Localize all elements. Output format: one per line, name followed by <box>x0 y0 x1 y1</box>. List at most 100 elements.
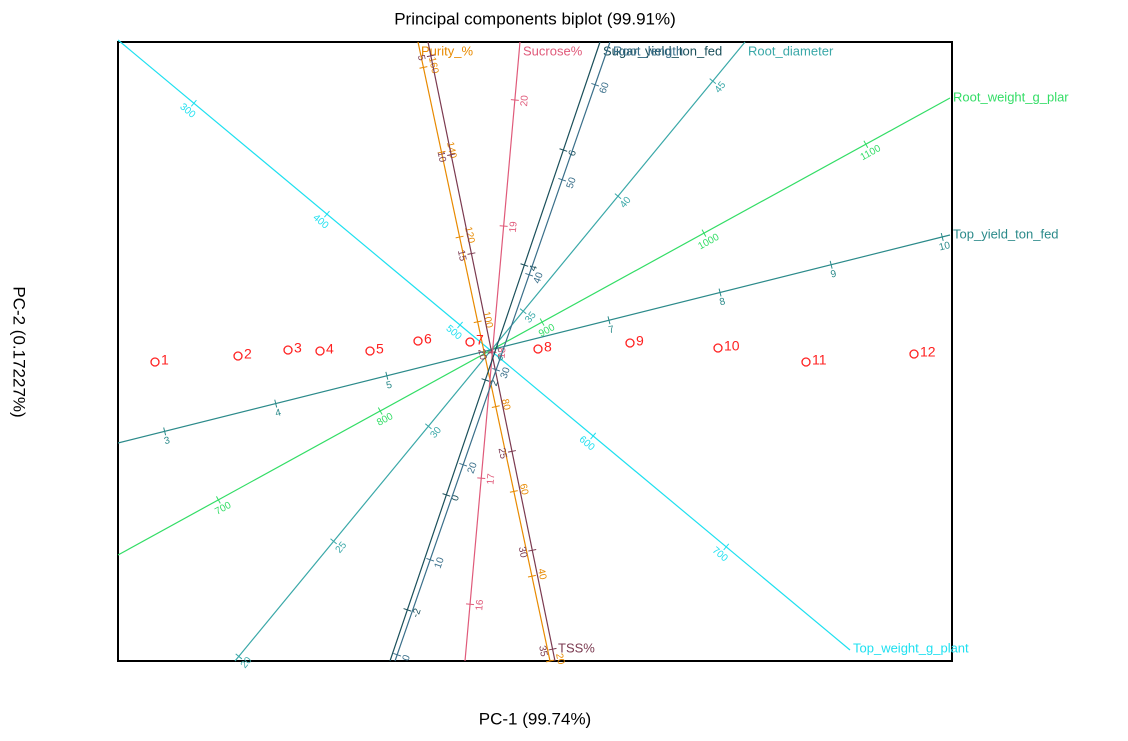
variable-tick <box>457 321 463 329</box>
score-point <box>465 337 475 347</box>
variable-axis <box>117 234 951 444</box>
variable-tick-label: 16 <box>474 599 486 611</box>
variable-tick <box>590 432 597 440</box>
variable-axis <box>389 41 601 662</box>
variable-tick <box>829 260 833 269</box>
variable-tick <box>324 210 330 218</box>
variable-tick <box>473 320 482 324</box>
variable-tick <box>863 140 869 148</box>
variable-label: Sucrose% <box>523 43 583 58</box>
variable-tick <box>507 450 517 453</box>
variable-axis <box>117 97 951 556</box>
variable-tick <box>235 653 243 660</box>
score-point <box>533 344 543 354</box>
variable-axis <box>394 41 611 662</box>
variable-tick <box>701 229 707 237</box>
variable-tick <box>492 367 501 372</box>
variable-tick-label: 700 <box>213 500 233 518</box>
variable-tick <box>215 496 221 504</box>
variable-tick-label: 15 <box>455 249 468 263</box>
point-label: 6 <box>424 331 432 347</box>
variable-tick-label: 10 <box>938 240 952 253</box>
variable-tick-label: 30 <box>428 425 444 441</box>
variable-tick-label: 8 <box>718 296 726 308</box>
variable-tick-label: 9 <box>830 268 838 280</box>
variable-tick <box>548 647 557 651</box>
variable-tick <box>426 54 435 58</box>
variable-tick <box>385 371 389 380</box>
variable-tick-label: 19 <box>508 220 520 232</box>
variable-tick-label: 5 <box>415 54 427 62</box>
variable-tick <box>455 235 464 239</box>
variable-tick <box>163 427 167 436</box>
point-label: 5 <box>376 341 384 357</box>
chart-title: Principal components biplot (99.91%) <box>394 9 676 28</box>
variable-tick <box>330 538 337 545</box>
point-label: 12 <box>920 344 936 360</box>
variable-tick-label: 4 <box>528 263 540 272</box>
variable-tick-label: 40 <box>532 271 546 286</box>
variable-tick-label: 50 <box>565 176 579 191</box>
variable-tick-label: 40 <box>618 194 634 210</box>
variable-tick-label: 30 <box>499 366 513 381</box>
variable-tick <box>539 318 545 326</box>
variable-tick <box>525 272 534 277</box>
variable-tick <box>591 82 600 87</box>
variable-tick-label: 17 <box>485 473 497 485</box>
variable-tick <box>459 462 468 467</box>
point-label: 4 <box>326 341 334 357</box>
point-label: 8 <box>544 339 552 355</box>
variable-tick-label: -2 <box>410 607 423 619</box>
variable-label: Top_yield_ton_fed <box>953 226 1059 241</box>
score-point <box>233 351 243 361</box>
variable-tick-label: 2 <box>489 378 501 387</box>
point-label: 1 <box>161 352 169 368</box>
variable-tick-label: 120 <box>462 226 476 245</box>
variable-label: Root_diameter <box>748 43 834 58</box>
variable-tick <box>467 252 476 255</box>
variable-label: Top_weight_g_plant <box>853 640 969 655</box>
variable-tick <box>709 78 717 85</box>
score-point <box>283 345 293 355</box>
variable-tick <box>426 557 435 562</box>
variable-tick <box>558 177 567 182</box>
variable-tick <box>419 66 428 69</box>
variable-tick <box>940 232 944 241</box>
variable-tick-label: 6 <box>567 148 579 157</box>
variable-tick-label: 20 <box>466 461 480 476</box>
variable-tick <box>447 153 456 157</box>
variable-tick-label: 20 <box>239 655 255 671</box>
variable-tick-label: 10 <box>433 556 447 571</box>
variable-tick <box>527 574 536 578</box>
variable-axis <box>117 39 851 651</box>
variable-tick <box>393 652 402 657</box>
variable-tick <box>477 477 486 480</box>
variable-tick-label: 7 <box>607 324 615 336</box>
variable-tick <box>424 423 432 430</box>
variable-tick <box>499 225 508 227</box>
variable-tick <box>520 263 529 267</box>
score-point <box>150 357 160 367</box>
variable-tick-label: 45 <box>713 79 729 95</box>
point-label: 2 <box>244 346 252 362</box>
variable-tick <box>559 148 568 152</box>
variable-tick <box>481 378 490 382</box>
point-label: 11 <box>812 352 827 368</box>
point-label: 9 <box>636 333 644 349</box>
variable-tick <box>614 193 622 200</box>
variable-tick-label: 100 <box>480 310 494 329</box>
variable-label: Sugar_yield_ton_fed <box>603 43 722 58</box>
variable-tick-label: 35 <box>523 310 539 326</box>
score-point <box>365 346 375 356</box>
variable-tick <box>403 608 412 612</box>
score-point <box>625 338 635 348</box>
variable-tick-label: 3 <box>163 435 171 447</box>
y-axis-label: PC-2 (0.17227%) <box>10 286 29 417</box>
variable-tick <box>437 150 446 154</box>
variable-axis <box>417 41 551 662</box>
variable-tick-label: 25 <box>496 447 509 461</box>
score-point <box>413 336 423 346</box>
variable-tick <box>377 407 383 415</box>
variable-tick-label: 10 <box>435 150 448 164</box>
